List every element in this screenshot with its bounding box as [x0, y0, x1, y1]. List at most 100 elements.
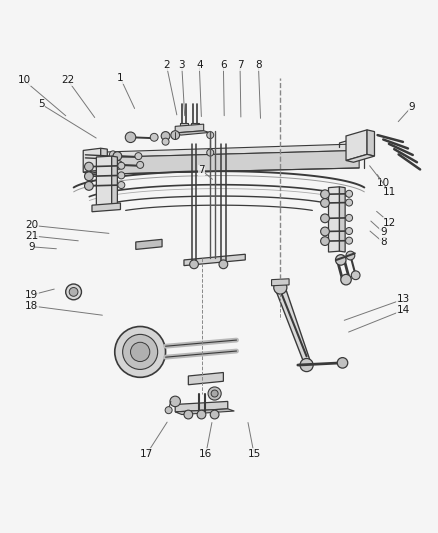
- Text: 21: 21: [25, 231, 38, 241]
- Polygon shape: [346, 130, 367, 160]
- Circle shape: [131, 342, 150, 361]
- Circle shape: [321, 237, 329, 246]
- Circle shape: [162, 138, 169, 145]
- Circle shape: [341, 274, 351, 285]
- Circle shape: [346, 199, 353, 206]
- Circle shape: [346, 190, 353, 197]
- Text: 22: 22: [61, 75, 74, 85]
- Text: 7: 7: [198, 165, 205, 175]
- Text: 17: 17: [140, 449, 153, 459]
- Circle shape: [346, 214, 353, 221]
- Circle shape: [137, 161, 144, 168]
- Circle shape: [207, 149, 214, 156]
- Circle shape: [170, 396, 180, 407]
- Polygon shape: [184, 254, 245, 265]
- Circle shape: [161, 132, 170, 140]
- Text: 20: 20: [25, 220, 38, 230]
- Text: 2: 2: [163, 60, 170, 70]
- Circle shape: [207, 132, 214, 139]
- Polygon shape: [188, 373, 223, 385]
- Polygon shape: [83, 170, 107, 173]
- Polygon shape: [175, 124, 204, 133]
- Polygon shape: [92, 203, 120, 212]
- Circle shape: [114, 160, 123, 169]
- Text: 10: 10: [377, 178, 390, 188]
- Text: 19: 19: [25, 290, 38, 300]
- Circle shape: [321, 227, 329, 236]
- Circle shape: [321, 199, 329, 207]
- Text: 9: 9: [28, 242, 35, 252]
- Text: 4: 4: [196, 60, 203, 70]
- Text: 9: 9: [408, 102, 415, 111]
- Circle shape: [113, 152, 122, 160]
- Circle shape: [190, 260, 198, 269]
- Circle shape: [115, 327, 166, 377]
- Circle shape: [346, 251, 355, 260]
- Bar: [180, 123, 188, 128]
- Circle shape: [321, 190, 329, 199]
- Text: 16: 16: [199, 449, 212, 459]
- Circle shape: [208, 387, 221, 400]
- Text: 8: 8: [380, 237, 387, 247]
- Polygon shape: [339, 187, 345, 252]
- Text: 12: 12: [383, 217, 396, 228]
- Circle shape: [321, 214, 329, 223]
- Circle shape: [85, 162, 93, 171]
- Circle shape: [211, 390, 218, 397]
- Circle shape: [123, 334, 158, 369]
- Circle shape: [210, 410, 219, 419]
- Text: 1: 1: [117, 73, 124, 83]
- Polygon shape: [85, 150, 359, 174]
- Circle shape: [346, 237, 353, 244]
- Circle shape: [165, 407, 172, 414]
- Polygon shape: [112, 156, 117, 206]
- Polygon shape: [367, 130, 374, 156]
- Circle shape: [171, 131, 180, 140]
- Polygon shape: [136, 239, 162, 249]
- Circle shape: [85, 182, 93, 190]
- Polygon shape: [96, 156, 112, 206]
- Polygon shape: [83, 148, 101, 172]
- Circle shape: [118, 162, 125, 169]
- Circle shape: [110, 156, 117, 163]
- Circle shape: [346, 228, 353, 235]
- Bar: [191, 123, 199, 128]
- Circle shape: [300, 359, 313, 372]
- Polygon shape: [175, 409, 234, 415]
- Polygon shape: [272, 279, 289, 286]
- Text: 14: 14: [396, 305, 410, 316]
- Text: 7: 7: [237, 60, 244, 70]
- Text: 5: 5: [38, 100, 45, 109]
- Circle shape: [85, 172, 93, 181]
- Circle shape: [197, 410, 206, 419]
- Circle shape: [66, 284, 81, 300]
- Circle shape: [337, 358, 348, 368]
- Text: 8: 8: [255, 60, 262, 70]
- Circle shape: [135, 152, 142, 159]
- Polygon shape: [346, 155, 374, 162]
- Text: 10: 10: [18, 75, 31, 85]
- Text: 9: 9: [380, 228, 387, 237]
- Circle shape: [336, 255, 346, 265]
- Text: 13: 13: [396, 294, 410, 304]
- Text: 6: 6: [220, 60, 227, 70]
- Circle shape: [118, 182, 125, 189]
- Circle shape: [125, 132, 136, 142]
- Circle shape: [351, 271, 360, 280]
- Polygon shape: [175, 401, 228, 412]
- Circle shape: [274, 281, 287, 294]
- Polygon shape: [328, 187, 339, 252]
- Circle shape: [184, 410, 193, 419]
- Circle shape: [69, 287, 78, 296]
- Text: 3: 3: [178, 60, 185, 70]
- Circle shape: [219, 260, 228, 269]
- Text: 18: 18: [25, 301, 38, 311]
- Text: 11: 11: [382, 187, 396, 197]
- Polygon shape: [175, 131, 209, 135]
- Circle shape: [150, 133, 158, 141]
- Circle shape: [110, 151, 117, 158]
- Polygon shape: [85, 144, 359, 158]
- Polygon shape: [101, 148, 107, 171]
- Polygon shape: [275, 288, 310, 361]
- Circle shape: [118, 172, 125, 179]
